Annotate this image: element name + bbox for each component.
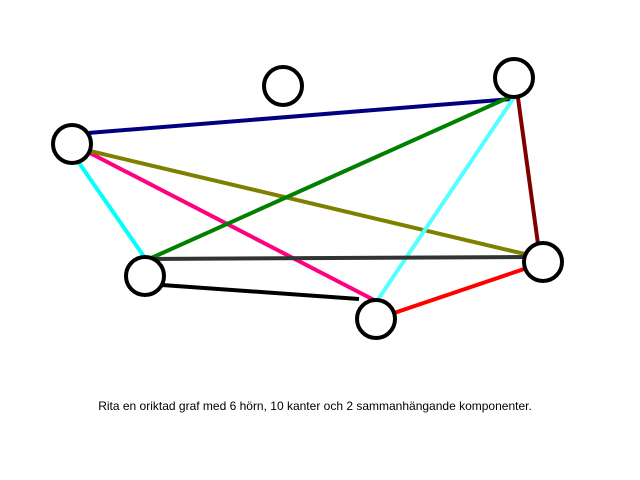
vertex-v1 (51, 123, 93, 165)
vertex-v6 (522, 241, 564, 283)
instruction-caption: Rita en oriktad graf med 6 hörn, 10 kant… (98, 399, 532, 413)
edge-v3-v5 (375, 94, 517, 303)
vertices-layer (51, 57, 564, 340)
edge-v4-v5 (161, 283, 360, 301)
vertex-v4 (124, 255, 166, 297)
vertex-v3 (493, 57, 535, 99)
edge-v1-v3 (87, 97, 513, 135)
edge-v3-v4 (148, 94, 513, 261)
edge-v1-v6 (89, 149, 530, 257)
edges-layer (75, 94, 540, 315)
edge-v1-v5 (87, 150, 375, 302)
edge-v4-v6 (144, 255, 531, 261)
vertex-v2 (262, 65, 304, 107)
edge-v3-v6 (516, 97, 540, 245)
vertex-v5 (355, 298, 397, 340)
edge-v5-v6 (393, 266, 528, 315)
edge-v1-v4 (75, 158, 147, 260)
